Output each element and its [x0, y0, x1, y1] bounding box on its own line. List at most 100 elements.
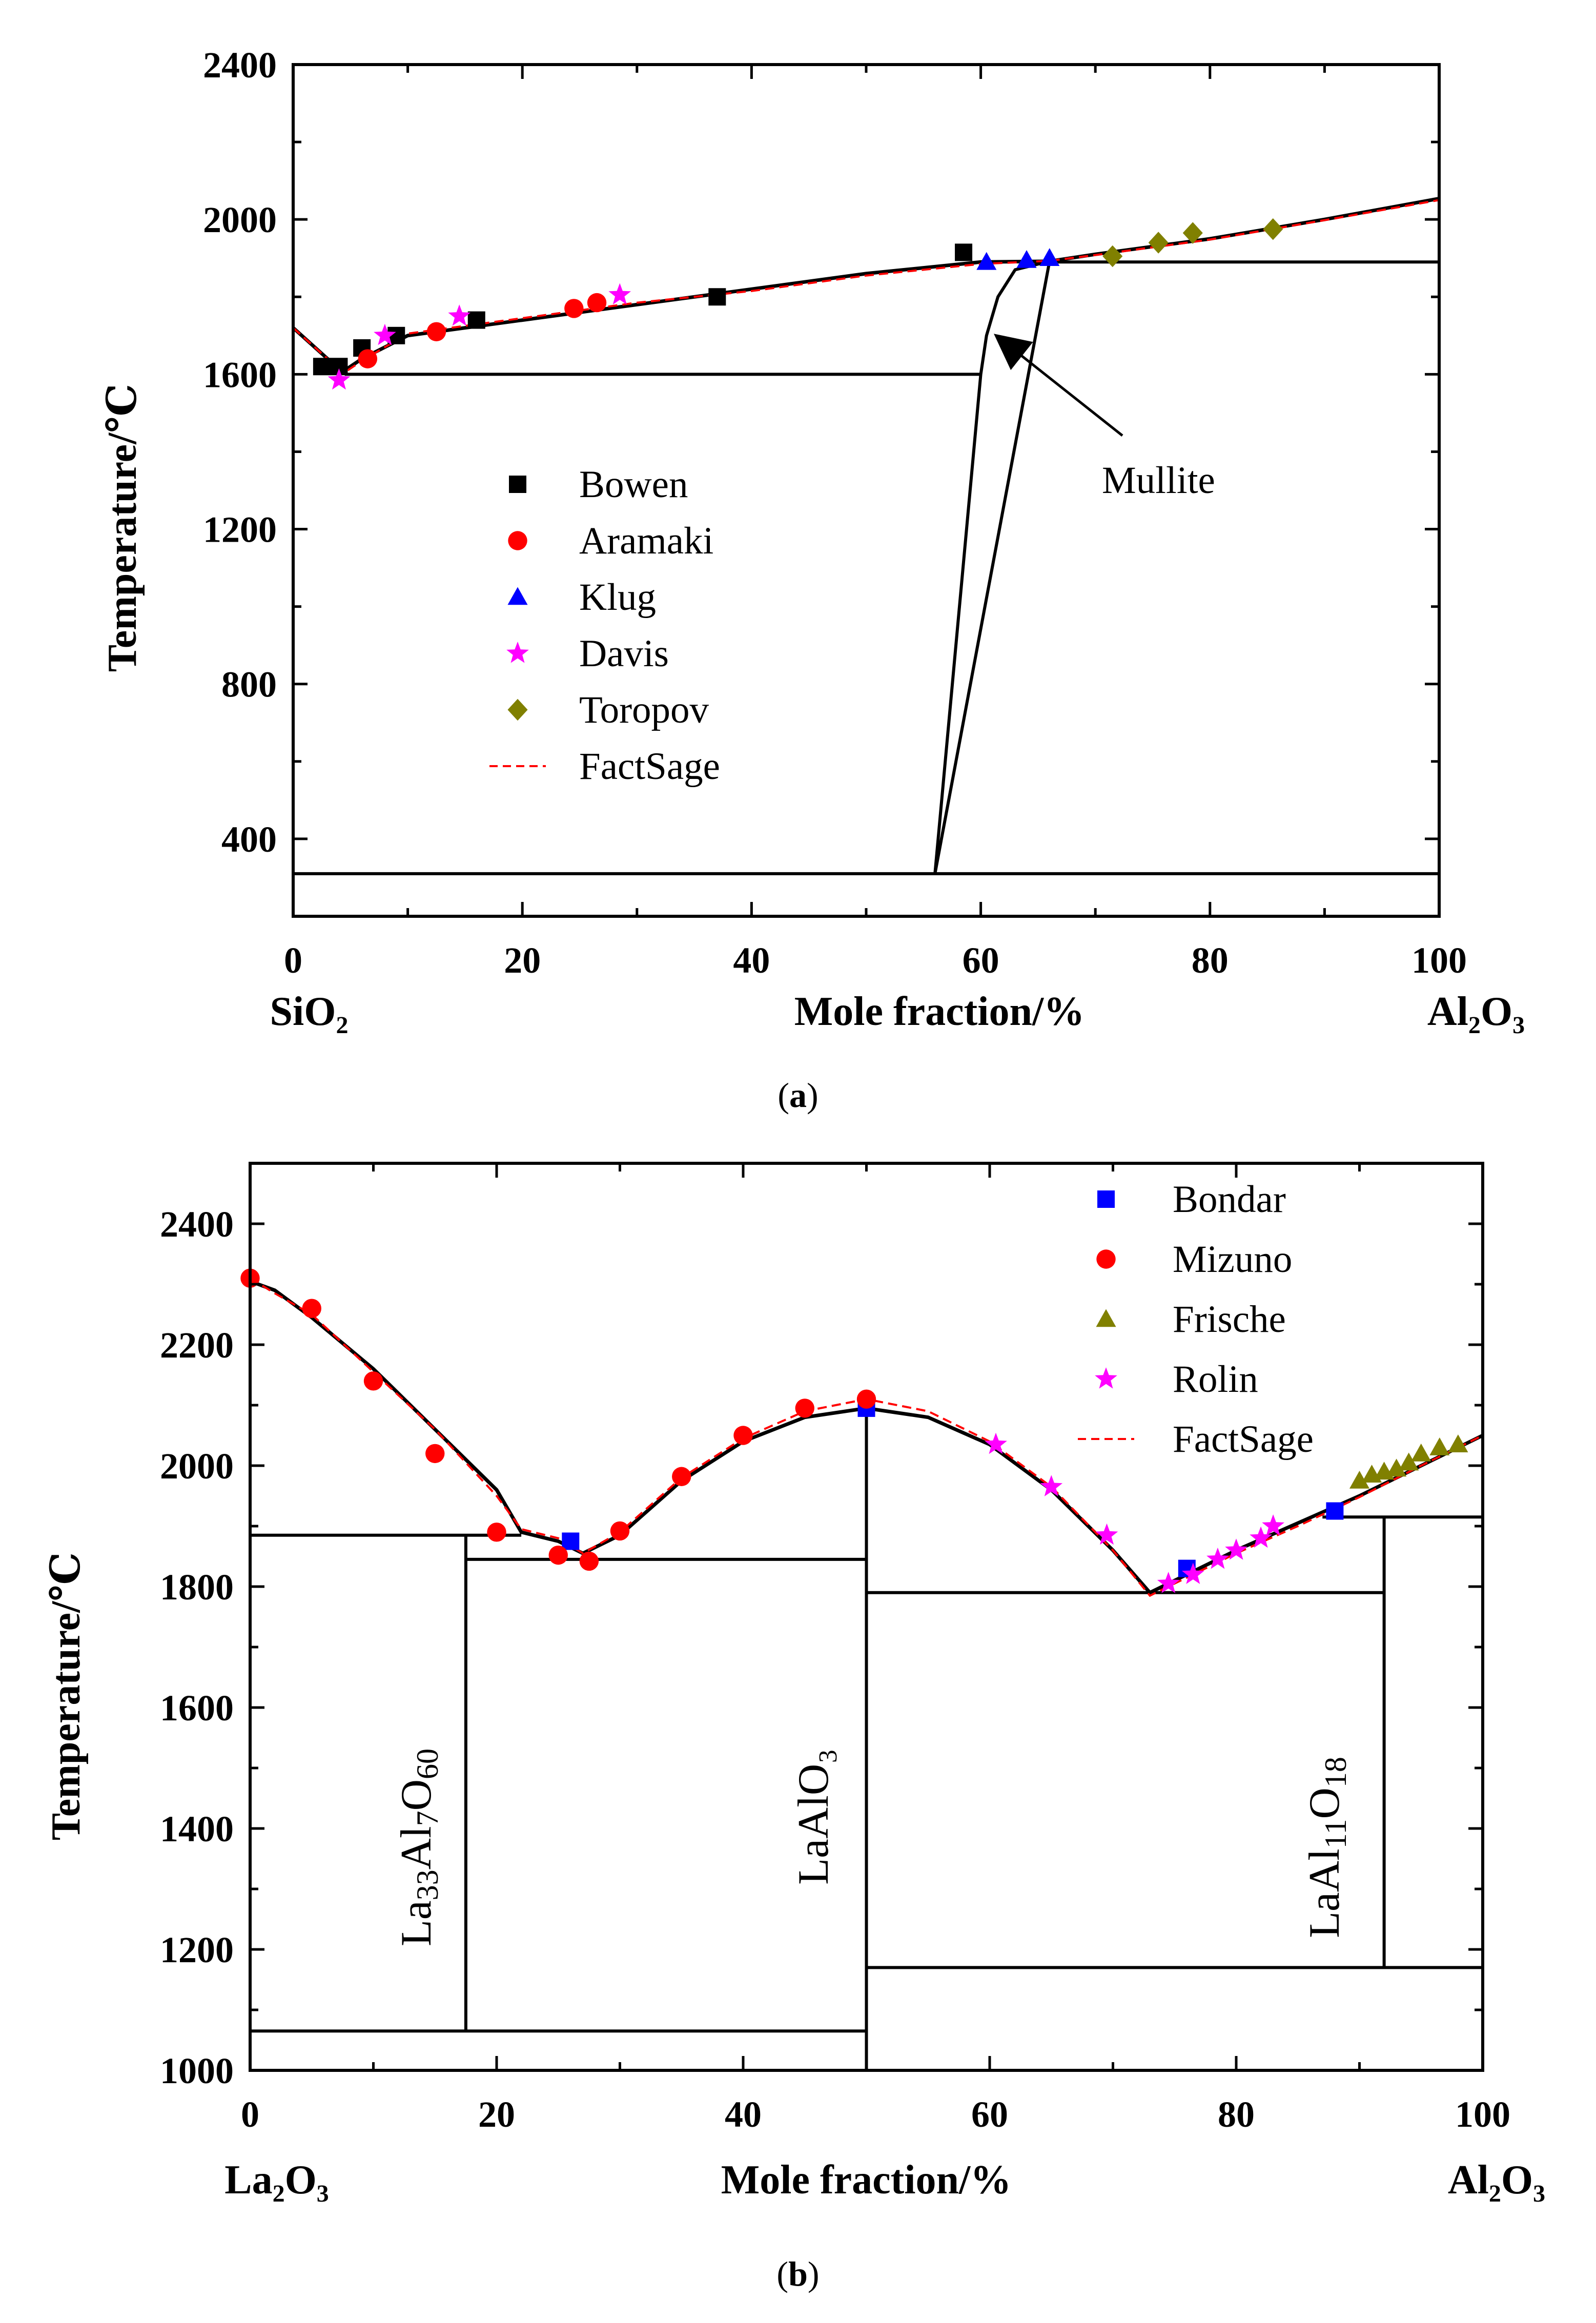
data-point-mizuno: [363, 1371, 383, 1391]
legend-label-klug: Klug: [579, 576, 656, 619]
data-point-bowen: [467, 311, 485, 329]
phase-label-laal11o18: LaAl11O18: [1300, 1757, 1353, 1938]
data-point-bowen: [313, 358, 331, 376]
y-tick-label: 1800: [160, 1567, 234, 1608]
left-component-label: La₂O₃: [224, 2157, 329, 2203]
x-axis-label: Mole fraction/%: [794, 989, 1085, 1034]
y-tick-label: 800: [221, 664, 277, 705]
legend-label-frische: Frische: [1173, 1298, 1286, 1341]
data-point-rolin: [1157, 1572, 1180, 1593]
legend-label-bowen: Bowen: [579, 463, 688, 506]
data-point-rolin: [1225, 1538, 1247, 1560]
y-tick-label: 1600: [160, 1688, 234, 1729]
legend-label-bondar: Bondar: [1173, 1178, 1286, 1221]
legend-label-rolin: Rolin: [1173, 1358, 1258, 1401]
legend-label-toropov: Toropov: [579, 689, 709, 731]
x-tick-label: 100: [1455, 2094, 1510, 2135]
data-point-bondar: [1326, 1502, 1344, 1520]
data-point-rolin: [985, 1432, 1007, 1454]
legend-label-davis: Davis: [579, 632, 669, 675]
data-point-mizuno: [733, 1426, 753, 1445]
axis-ticks: [249, 1162, 1484, 2072]
data-point-frische: [1429, 1437, 1450, 1455]
y-tick-label: 2200: [160, 1325, 234, 1366]
chart-a: 0 20 40 60 80 100 400 800 1200 1600 2000 2400 Tempe…: [100, 45, 1525, 1115]
caption-a: (a): [777, 1076, 818, 1115]
y-tick-label: 1400: [160, 1808, 234, 1849]
x-tick-label: 80: [1192, 940, 1229, 981]
x-tick-label: 20: [504, 940, 541, 981]
data-point-frische: [1411, 1443, 1431, 1462]
x-tick-label: 40: [733, 940, 770, 981]
legend-label-mizuno: Mizuno: [1173, 1238, 1292, 1281]
mullite-arrow: [994, 334, 1123, 437]
legend: Bowen Aramaki Klug Davis Toropov FactSage: [489, 463, 720, 788]
data-point-frische: [1349, 1470, 1370, 1489]
data-point-aramaki: [564, 299, 584, 318]
data-point-mizuno: [672, 1467, 691, 1486]
legend-label-factsage: FactSage: [579, 745, 720, 788]
tick-labels: 0 20 40 60 80 100 400 800 1200 1600 2000 2400: [203, 45, 1467, 981]
data-point-mizuno: [610, 1521, 630, 1541]
x-tick-label: 0: [284, 940, 302, 981]
data-point-klug: [1016, 250, 1037, 268]
data-point-bondar: [562, 1532, 580, 1550]
legend-label-aramaki: Aramaki: [579, 520, 713, 562]
data-point-davis: [374, 323, 396, 345]
data-point-rolin: [1040, 1475, 1063, 1496]
right-component-label: Al₂O₃: [1427, 989, 1525, 1034]
phase-label-laalo3: LaAlO₃: [789, 1749, 837, 1885]
x-tick-label: 60: [963, 940, 999, 981]
y-tick-label: 400: [221, 819, 277, 860]
left-component-label: SiO₂: [270, 989, 349, 1034]
data-point-toropov: [1148, 232, 1169, 254]
data-point-bowen: [708, 288, 726, 306]
legend-marker-toropov: [507, 698, 528, 721]
data-point-mizuno: [548, 1545, 568, 1565]
data-point-mizuno: [579, 1551, 599, 1571]
y-tick-label: 1200: [160, 1929, 234, 1970]
chart-b: 0 20 40 60 80 100 1000 1200 1400 1600 1800 2000 2200…: [44, 1162, 1545, 2293]
y-tick-label: 2000: [203, 199, 277, 240]
legend-marker-bondar: [1097, 1190, 1115, 1208]
data-point-rolin: [1206, 1547, 1229, 1569]
data-point-toropov: [1182, 222, 1203, 244]
right-component-label: Al₂O₃: [1448, 2157, 1545, 2203]
y-tick-label: 2400: [203, 45, 277, 86]
data-point-davis: [608, 283, 631, 305]
x-tick-label: 20: [478, 2094, 515, 2135]
plot-area: [292, 63, 1441, 918]
x-tick-label: 0: [241, 2094, 259, 2135]
data-point-frische: [1386, 1458, 1407, 1477]
y-tick-label: 1000: [160, 2050, 234, 2091]
legend-marker-rolin: [1095, 1367, 1117, 1389]
data-point-klug: [976, 252, 997, 270]
y-axis-label: Temperature/℃: [44, 1552, 89, 1840]
mullite-annotation: Mullite: [1102, 459, 1215, 502]
legend-marker-klug: [507, 587, 528, 605]
legend-label-factsage: FactSage: [1173, 1418, 1314, 1461]
data-point-rolin: [1250, 1526, 1272, 1548]
y-axis-label: Temperature/℃: [100, 384, 145, 672]
data-point-mizuno: [487, 1523, 506, 1542]
y-tick-label: 1600: [203, 354, 277, 395]
axis-ticks: [292, 63, 1441, 918]
data-point-rolin: [1095, 1523, 1118, 1545]
plot-frame: [292, 63, 1441, 918]
data-point-klug: [1039, 248, 1060, 266]
data-point-mizuno: [856, 1389, 876, 1409]
legend-marker-frische: [1096, 1309, 1116, 1327]
series-factsage-line: [292, 199, 1440, 374]
data-point-aramaki: [587, 293, 607, 313]
legend-marker-aramaki: [508, 531, 527, 550]
y-tick-label: 2400: [160, 1204, 234, 1245]
y-tick-label: 2000: [160, 1446, 234, 1487]
x-tick-label: 100: [1411, 940, 1467, 981]
data-point-mizuno: [795, 1399, 814, 1418]
x-axis-label: Mole fraction/%: [721, 2157, 1011, 2203]
legend-marker-davis: [506, 642, 529, 663]
tick-labels: 0 20 40 60 80 100 1000 1200 1400 1600 1800 2000 2200…: [160, 1204, 1510, 2135]
legend-marker-mizuno: [1096, 1249, 1116, 1269]
legend-marker-bowen: [509, 476, 526, 493]
data-point-mizuno: [302, 1299, 321, 1318]
